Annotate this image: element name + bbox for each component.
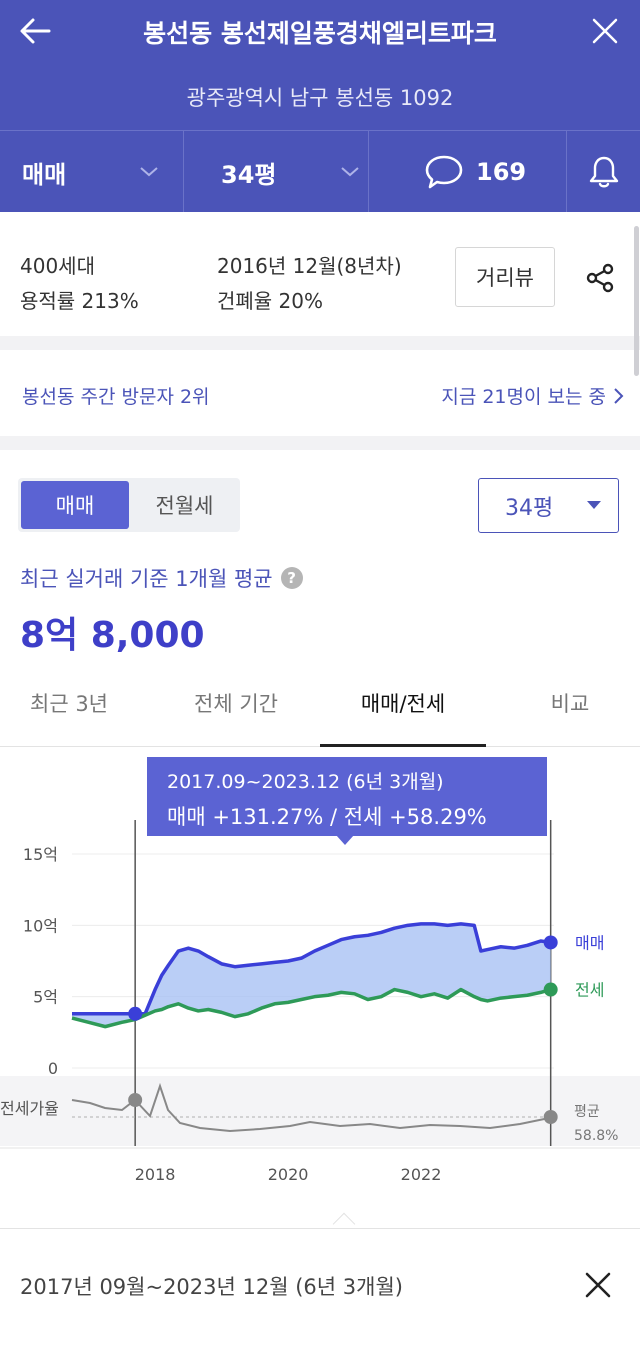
- trade-type-label: 매매: [22, 160, 67, 189]
- average-label-text: 최근 실거래 기준 1개월 평균: [20, 567, 273, 591]
- period-text: 2017년 09월~2023년 12월 (6년 3개월): [20, 1275, 403, 1299]
- size-label: 34평: [221, 160, 277, 189]
- trade-segment-control: 매매 전월세: [18, 478, 240, 532]
- ratio-average-label: 평균: [574, 1104, 600, 1120]
- average-price: 8억 8,000: [20, 615, 205, 656]
- help-icon[interactable]: ?: [280, 567, 303, 589]
- tooltip-arrow: [336, 835, 354, 845]
- active-tab-indicator: [320, 744, 486, 747]
- chart-tabs: 최근 3년 전체 기간 매매/전세 비교: [0, 670, 640, 747]
- back-button[interactable]: [16, 12, 54, 50]
- speech-bubble-icon: [425, 155, 463, 189]
- visitor-banner[interactable]: 봉선동 주간 방문자 2위 지금 21명이 보는 중: [0, 350, 640, 436]
- y-tick-label: 0: [48, 1059, 58, 1078]
- average-label: 최근 실거래 기준 1개월 평균 ?: [20, 563, 303, 593]
- ratio-panel: [0, 1076, 640, 1146]
- now-viewing-text: 지금 21명이 보는 중: [441, 386, 606, 408]
- bell-icon: [589, 156, 618, 188]
- distance-view-button[interactable]: 거리뷰: [455, 247, 555, 307]
- sale-start-point: [128, 1006, 143, 1021]
- segment-sale[interactable]: 매매: [21, 481, 129, 529]
- comments-button[interactable]: 169: [369, 131, 566, 213]
- ratio-start-point: [128, 1093, 143, 1107]
- tab-compare[interactable]: 비교: [550, 692, 590, 716]
- series-label: 매매: [575, 933, 604, 952]
- tab-all-period[interactable]: 전체 기간: [194, 692, 278, 716]
- visitor-rank: 봉선동 주간 방문자 2위: [22, 386, 210, 408]
- ratio-end-point: [543, 1110, 558, 1124]
- chevron-right-icon: [614, 387, 624, 404]
- tooltip-change: 매매 +131.27% / 전세 +58.29%: [167, 805, 487, 829]
- households: 400세대: [20, 254, 95, 278]
- close-button[interactable]: [586, 12, 624, 50]
- size-select[interactable]: 34평: [478, 478, 619, 533]
- divider: [0, 336, 640, 350]
- header-toolbar: 매매 34평 169: [0, 130, 640, 213]
- title-bar: 봉선동 봉선제일풍경채엘리트파크: [0, 0, 640, 62]
- segment-lease[interactable]: 전월세: [155, 494, 214, 518]
- page-title: 봉선동 봉선제일풍경채엘리트파크: [143, 19, 497, 48]
- sale-end-point: [543, 935, 558, 950]
- tab-sale-lease[interactable]: 매매/전세: [360, 692, 446, 716]
- lease-line: [71, 987, 552, 1029]
- period-footer: 2017년 09월~2023년 12월 (6년 3개월): [0, 1228, 640, 1345]
- ratio-line: [71, 1082, 555, 1133]
- trade-type-dropdown[interactable]: 매매: [0, 131, 183, 213]
- scrollbar[interactable]: [634, 226, 639, 376]
- close-icon: [592, 18, 618, 44]
- arrow-left-icon: [20, 18, 51, 44]
- caret-down-icon: [587, 501, 601, 509]
- y-tick-label: 15억: [23, 845, 58, 864]
- footer-close-button[interactable]: [578, 1265, 618, 1305]
- address: 광주광역시 남구 봉선동 1092: [186, 86, 454, 110]
- y-tick-label: 10억: [23, 916, 58, 935]
- ratio-average-value: 58.8%: [574, 1128, 618, 1144]
- sale-line: [72, 922, 551, 1016]
- size-select-label: 34평: [505, 495, 554, 521]
- close-icon: [585, 1272, 611, 1298]
- y-tick-label: 5억: [33, 988, 58, 1007]
- top-header: 봉선동 봉선제일풍경채엘리트파크 광주광역시 남구 봉선동 1092 매매 34…: [0, 0, 640, 213]
- series-label: 전세: [575, 981, 604, 1000]
- chevron-down-icon: [140, 167, 158, 177]
- divider: [0, 436, 640, 450]
- share-icon: [586, 263, 614, 293]
- chart-tooltip: 2017.09~2023.12 (6년 3개월) 매매 +131.27% / 전…: [147, 757, 547, 836]
- chevron-down-icon: [341, 167, 359, 177]
- lease-end-point: [543, 982, 558, 997]
- tab-recent-3-years[interactable]: 최근 3년: [30, 692, 108, 716]
- share-button[interactable]: [580, 258, 620, 298]
- built-date: 2016년 12월(8년차): [217, 254, 402, 278]
- comment-count: 169: [476, 158, 527, 186]
- building-coverage: 건폐율 20%: [217, 289, 324, 313]
- floor-area-ratio: 용적률 213%: [20, 289, 139, 313]
- ratio-label: 전세가율: [0, 1099, 59, 1118]
- x-tick-label: 2018: [135, 1165, 176, 1184]
- size-dropdown[interactable]: 34평: [184, 131, 368, 213]
- x-tick-label: 2022: [401, 1165, 442, 1184]
- tooltip-range: 2017.09~2023.12 (6년 3개월): [167, 771, 444, 793]
- notification-button[interactable]: [567, 131, 640, 213]
- now-viewing-link[interactable]: 지금 21명이 보는 중: [441, 382, 624, 409]
- x-tick-label: 2020: [268, 1165, 309, 1184]
